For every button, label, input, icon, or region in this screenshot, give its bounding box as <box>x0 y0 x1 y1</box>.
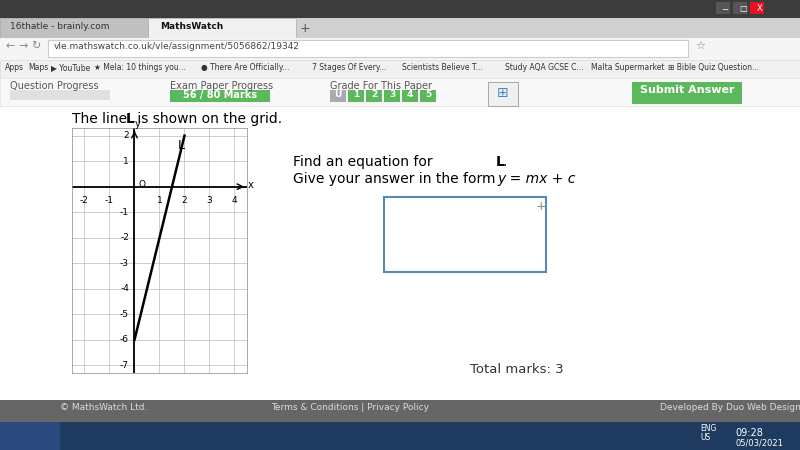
Bar <box>384 90 400 102</box>
Text: →: → <box>18 41 27 51</box>
Text: The line: The line <box>72 112 131 126</box>
Bar <box>0 422 800 450</box>
Bar <box>720 422 800 450</box>
Text: 4: 4 <box>407 90 413 99</box>
Text: -7: -7 <box>120 361 129 370</box>
Text: ☆: ☆ <box>695 41 705 51</box>
Bar <box>0 0 800 18</box>
Text: Question Progress: Question Progress <box>10 81 98 91</box>
Text: ● There Are Officially...: ● There Are Officially... <box>202 63 290 72</box>
Bar <box>700 422 720 436</box>
Text: 4: 4 <box>232 196 238 205</box>
Text: Maps: Maps <box>28 63 48 72</box>
Text: □: □ <box>739 4 747 13</box>
Bar <box>0 18 800 38</box>
Text: -4: -4 <box>120 284 129 293</box>
Text: L: L <box>126 112 135 126</box>
Bar <box>384 197 546 272</box>
Bar <box>10 90 110 100</box>
Text: 2: 2 <box>182 196 187 205</box>
Bar <box>0 400 800 422</box>
Text: © MathsWatch Ltd.: © MathsWatch Ltd. <box>60 403 147 412</box>
Bar <box>348 90 364 102</box>
Text: ─: ─ <box>722 4 727 13</box>
Text: -1: -1 <box>105 196 114 205</box>
Text: Terms & Conditions | Privacy Policy: Terms & Conditions | Privacy Policy <box>271 403 429 412</box>
Text: Find an equation for: Find an equation for <box>293 155 437 169</box>
Bar <box>750 2 764 14</box>
Bar <box>0 422 60 450</box>
Text: 3: 3 <box>206 196 212 205</box>
Bar <box>733 2 747 14</box>
Text: Total marks: 3: Total marks: 3 <box>470 363 564 376</box>
Text: Scientists Believe T...: Scientists Believe T... <box>402 63 483 72</box>
Text: 05/03/2021: 05/03/2021 <box>735 438 783 447</box>
Text: .: . <box>503 155 507 169</box>
Text: 1: 1 <box>123 157 129 166</box>
Bar <box>0 60 800 78</box>
Bar <box>488 82 518 106</box>
Text: Grade For This Paper: Grade For This Paper <box>330 81 432 91</box>
Text: 1: 1 <box>353 90 359 99</box>
Text: 16thatle - brainly.com: 16thatle - brainly.com <box>10 22 110 31</box>
Text: y: y <box>134 118 140 129</box>
Text: vle.mathswatch.co.uk/vle/assignment/5056862/19342: vle.mathswatch.co.uk/vle/assignment/5056… <box>54 42 300 51</box>
Text: Developed By Duo Web Design: Developed By Duo Web Design <box>660 403 800 412</box>
Bar <box>0 78 800 106</box>
Text: -5: -5 <box>120 310 129 319</box>
Text: Apps: Apps <box>5 63 24 72</box>
Text: -3: -3 <box>120 259 129 268</box>
Text: ▶ YouTube: ▶ YouTube <box>50 63 90 72</box>
Text: 1: 1 <box>157 196 162 205</box>
Bar <box>402 90 418 102</box>
Text: Exam Paper Progress: Exam Paper Progress <box>170 81 273 91</box>
Text: -2: -2 <box>80 196 89 205</box>
Bar <box>366 90 382 102</box>
Bar <box>48 40 688 57</box>
Bar <box>716 2 730 14</box>
Text: 3: 3 <box>389 90 395 99</box>
Bar <box>0 38 800 60</box>
Text: -1: -1 <box>120 208 129 217</box>
Bar <box>420 90 436 102</box>
Text: X: X <box>757 4 762 13</box>
Bar <box>0 18 148 38</box>
Text: +: + <box>300 22 310 35</box>
Text: L: L <box>496 155 505 169</box>
Text: 56 / 80 Marks: 56 / 80 Marks <box>183 90 257 100</box>
Text: ★ Mela: 10 things you...: ★ Mela: 10 things you... <box>94 63 186 72</box>
Text: ⊞: ⊞ <box>497 86 509 100</box>
Text: 09:28: 09:28 <box>735 428 763 438</box>
Bar <box>170 90 270 102</box>
Text: O: O <box>139 180 146 189</box>
Text: 2: 2 <box>371 90 377 99</box>
Text: Submit Answer: Submit Answer <box>640 85 734 95</box>
Text: +: + <box>536 200 546 213</box>
Bar <box>0 78 800 422</box>
Bar <box>148 18 296 38</box>
Text: 7 Stages Of Every...: 7 Stages Of Every... <box>312 63 386 72</box>
Text: L: L <box>178 140 186 153</box>
Text: -6: -6 <box>120 335 129 344</box>
Text: 2: 2 <box>123 131 129 140</box>
Bar <box>632 82 742 104</box>
Text: Study AQA GCSE C...: Study AQA GCSE C... <box>505 63 583 72</box>
Text: US: US <box>700 433 710 442</box>
Text: Give your answer in the form: Give your answer in the form <box>293 172 500 186</box>
Text: ⊞ Bible Quiz Question...: ⊞ Bible Quiz Question... <box>668 63 759 72</box>
Text: 5: 5 <box>425 90 431 99</box>
Text: ENG: ENG <box>700 424 716 433</box>
Text: y = mx + c: y = mx + c <box>497 172 575 186</box>
Text: ↻: ↻ <box>31 41 40 51</box>
Text: is shown on the grid.: is shown on the grid. <box>133 112 282 126</box>
Text: -2: -2 <box>120 233 129 242</box>
Bar <box>330 90 346 102</box>
Text: U: U <box>334 90 342 99</box>
Text: MathsWatch: MathsWatch <box>160 22 223 31</box>
Text: Malta Supermarket: Malta Supermarket <box>590 63 664 72</box>
Text: ←: ← <box>5 41 14 51</box>
Text: x: x <box>247 180 254 190</box>
